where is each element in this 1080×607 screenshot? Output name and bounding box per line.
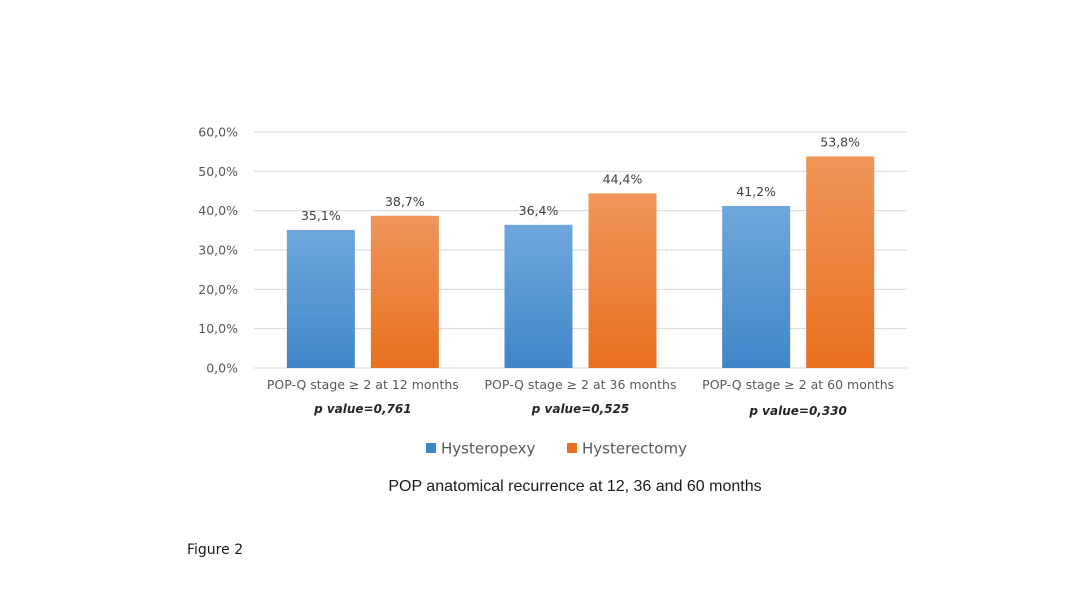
bar-hysteropexy-1 xyxy=(286,229,355,368)
y-tick-label: 40,0% xyxy=(198,203,238,218)
category-labels: POP-Q stage ≥ 2 at 12 months POP-Q stage … xyxy=(267,377,894,392)
y-axis-ticks: 0,0% 10,0% 20,0% 30,0% 40,0% 50,0% 60,0% xyxy=(198,125,238,376)
chart-caption: POP anatomical recurrence at 12, 36 and … xyxy=(388,478,762,495)
y-tick-label: 50,0% xyxy=(198,164,238,179)
legend-label-hysteropexy: Hysteropexy xyxy=(441,440,535,458)
legend-label-hysterectomy: Hysterectomy xyxy=(582,440,687,458)
p-value-label: p value=0,761 xyxy=(313,402,412,416)
bar-hysteropexy-2 xyxy=(504,224,573,368)
bar-hysteropexy-3 xyxy=(722,205,791,368)
data-label: 38,7% xyxy=(385,194,425,209)
y-tick-label: 20,0% xyxy=(198,282,238,297)
data-label: 41,2% xyxy=(736,184,776,199)
data-label: 53,8% xyxy=(820,134,860,149)
p-value-labels: p value=0,761 p value=0,525 p value=0,330 xyxy=(313,402,847,418)
category-label: POP-Q stage ≥ 2 at 12 months xyxy=(267,377,459,392)
category-label: POP-Q stage ≥ 2 at 60 months xyxy=(702,377,894,392)
data-label: 36,4% xyxy=(519,203,559,218)
p-value-label: p value=0,330 xyxy=(748,404,847,418)
bars xyxy=(286,156,875,368)
bar-hysterectomy-3 xyxy=(806,156,875,368)
y-tick-label: 60,0% xyxy=(198,125,238,140)
bar-hysterectomy-2 xyxy=(588,193,657,368)
legend-swatch-hysterectomy xyxy=(567,443,577,453)
data-label: 35,1% xyxy=(301,208,341,223)
p-value-label: p value=0,525 xyxy=(531,402,630,416)
data-label: 44,4% xyxy=(603,171,643,186)
gridlines xyxy=(254,131,907,369)
y-tick-label: 0,0% xyxy=(206,361,238,376)
y-tick-label: 10,0% xyxy=(198,321,238,336)
figure-label: Figure 2 xyxy=(187,542,244,558)
bar-hysterectomy-1 xyxy=(370,215,439,368)
y-tick-label: 30,0% xyxy=(198,243,238,258)
data-labels: 35,1% 38,7% 36,4% 44,4% 41,2% 53,8% xyxy=(301,134,860,223)
category-label: POP-Q stage ≥ 2 at 36 months xyxy=(485,377,677,392)
legend-swatch-hysteropexy xyxy=(426,443,436,453)
legend: Hysteropexy Hysterectomy xyxy=(426,440,687,458)
